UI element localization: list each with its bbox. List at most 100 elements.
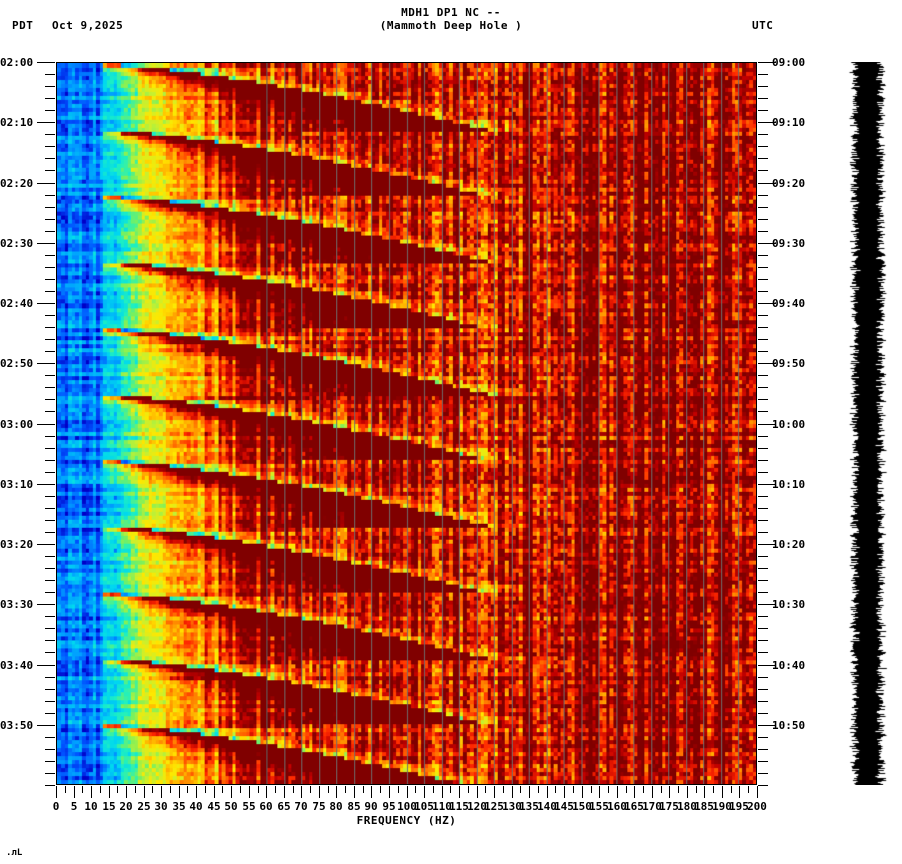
- time-tick-minor-left: [45, 713, 55, 714]
- freq-label: 70: [294, 800, 308, 813]
- freq-tick-major: [56, 786, 57, 798]
- time-label-left: 03:20: [0, 538, 34, 551]
- freq-label: 170: [642, 800, 662, 813]
- freq-label: 95: [382, 800, 396, 813]
- freq-label: 45: [207, 800, 221, 813]
- freq-tick-major: [424, 786, 425, 798]
- freq-tick-minor: [433, 786, 434, 793]
- freq-tick-minor: [748, 786, 749, 793]
- freq-tick-major: [91, 786, 92, 798]
- spectrogram-canvas: [57, 63, 756, 784]
- time-tick-minor-right: [758, 98, 768, 99]
- time-tick-minor-left: [45, 616, 55, 617]
- time-tick-minor-right: [758, 134, 768, 135]
- time-tick-minor-right: [758, 448, 768, 449]
- freq-tick-minor: [485, 786, 486, 793]
- freq-tick-major: [564, 786, 565, 798]
- freq-tick-major: [109, 786, 110, 798]
- freq-label: 90: [364, 800, 378, 813]
- freq-label: 35: [172, 800, 186, 813]
- freq-tick-major: [354, 786, 355, 798]
- freq-tick-major: [687, 786, 688, 798]
- freq-tick-major: [74, 786, 75, 798]
- time-tick-minor-right: [758, 640, 768, 641]
- freq-tick-major: [512, 786, 513, 798]
- time-tick-major-left: [37, 243, 55, 244]
- freq-tick-minor: [626, 786, 627, 793]
- time-tick-minor-right: [758, 170, 768, 171]
- time-tick-major-right: [758, 62, 776, 63]
- time-tick-minor-left: [45, 592, 55, 593]
- freq-tick-minor: [398, 786, 399, 793]
- freq-tick-major: [599, 786, 600, 798]
- freq-tick-minor: [310, 786, 311, 793]
- time-tick-minor-left: [45, 652, 55, 653]
- freq-tick-major: [634, 786, 635, 798]
- time-tick-minor-right: [758, 773, 768, 774]
- time-tick-minor-right: [758, 146, 768, 147]
- time-tick-major-right: [758, 604, 776, 605]
- freq-label: 180: [677, 800, 697, 813]
- corner-artifact-mark: .лL: [6, 848, 23, 858]
- time-tick-minor-right: [758, 267, 768, 268]
- time-tick-minor-right: [758, 592, 768, 593]
- freq-tick-major: [757, 786, 758, 798]
- time-tick-minor-right: [758, 701, 768, 702]
- time-label-left: 02:00: [0, 56, 34, 69]
- time-tick-minor-left: [45, 231, 55, 232]
- time-tick-major-left: [37, 183, 55, 184]
- time-tick-minor-left: [45, 520, 55, 521]
- station-subtitle: (Mammoth Deep Hole ): [379, 19, 523, 32]
- freq-tick-major: [652, 786, 653, 798]
- time-tick-minor-left: [45, 74, 55, 75]
- freq-tick-minor: [503, 786, 504, 793]
- time-label-left: 02:30: [0, 237, 34, 250]
- time-tick-minor-left: [45, 279, 55, 280]
- time-tick-minor-right: [758, 158, 768, 159]
- date-label: Oct 9,2025: [52, 19, 124, 32]
- freq-label: 5: [70, 800, 78, 813]
- freq-label: 0: [52, 800, 60, 813]
- time-tick-minor-left: [45, 399, 55, 400]
- freq-tick-major: [179, 786, 180, 798]
- time-label-left: 02:10: [0, 116, 34, 129]
- freq-label: 75: [312, 800, 326, 813]
- time-tick-minor-left: [45, 677, 55, 678]
- freq-label: 55: [242, 800, 256, 813]
- time-tick-minor-right: [758, 652, 768, 653]
- freq-tick-major: [161, 786, 162, 798]
- time-tick-major-right: [758, 303, 776, 304]
- time-tick-minor-right: [758, 689, 768, 690]
- time-label-left: 02:40: [0, 297, 34, 310]
- time-tick-minor-left: [45, 351, 55, 352]
- time-label-left: 03:50: [0, 719, 34, 732]
- freq-label: 20: [119, 800, 133, 813]
- time-tick-minor-left: [45, 436, 55, 437]
- freq-label: 15: [102, 800, 116, 813]
- time-tick-minor-right: [758, 387, 768, 388]
- time-tick-minor-right: [758, 231, 768, 232]
- time-label-left: 03:30: [0, 598, 34, 611]
- freq-tick-major: [319, 786, 320, 798]
- time-label-right: 09:00: [772, 56, 806, 69]
- time-tick-minor-left: [45, 460, 55, 461]
- freq-tick-minor: [240, 786, 241, 793]
- time-tick-major-left: [37, 604, 55, 605]
- time-tick-minor-right: [758, 568, 768, 569]
- time-tick-minor-right: [758, 219, 768, 220]
- freq-tick-minor: [328, 786, 329, 793]
- time-tick-minor-left: [45, 628, 55, 629]
- freq-tick-minor: [608, 786, 609, 793]
- time-tick-minor-right: [758, 460, 768, 461]
- time-tick-minor-left: [45, 110, 55, 111]
- freq-label: 195: [729, 800, 749, 813]
- time-tick-minor-left: [45, 86, 55, 87]
- time-tick-major-left: [37, 363, 55, 364]
- time-tick-minor-right: [758, 351, 768, 352]
- timezone-label-right: UTC: [752, 19, 774, 32]
- freq-tick-minor: [573, 786, 574, 793]
- time-tick-minor-left: [45, 98, 55, 99]
- time-tick-minor-right: [758, 291, 768, 292]
- spectrogram-plot[interactable]: [56, 62, 757, 785]
- time-tick-minor-left: [45, 749, 55, 750]
